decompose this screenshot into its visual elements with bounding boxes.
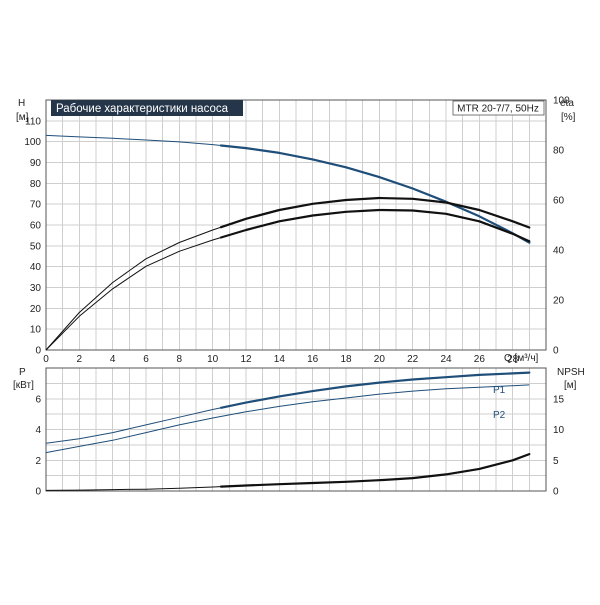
p2-series-label: P2 <box>493 410 506 421</box>
left-axis-tick-label: 0 <box>35 346 41 357</box>
lower-plot-grid <box>46 368 546 491</box>
right-axis-tick-label: 15 <box>553 394 565 405</box>
power-axis-unit: [кВт] <box>13 380 34 391</box>
efficiency-axis-label: eta <box>560 98 574 109</box>
x-tick-label: 24 <box>440 354 452 365</box>
left-axis-tick-label: 110 <box>25 116 41 127</box>
right-axis-tick-label: 0 <box>553 346 559 357</box>
x-tick-label: 16 <box>307 354 319 365</box>
x-tick-label: 26 <box>474 354 486 365</box>
upper-plot-frame <box>45 99 547 351</box>
right-axis-tick-label: 0 <box>553 487 559 498</box>
right-axis-tick-label: 60 <box>553 196 565 207</box>
x-tick-label: 6 <box>143 354 149 365</box>
head-operating-range <box>219 144 531 244</box>
chart-title-banner <box>51 100 243 116</box>
left-axis-tick-label: 90 <box>30 158 42 169</box>
upper-plot-series <box>45 134 531 351</box>
right-axis-tick-label: 5 <box>553 456 559 467</box>
left-axis-tick-label: 60 <box>30 221 42 232</box>
flow-axis-label: Q [м³/ч] <box>504 353 539 364</box>
left-axis-tick-label: 40 <box>30 262 42 273</box>
x-tick-label: 20 <box>374 354 386 365</box>
left-axis-tick-label: 4 <box>35 425 41 436</box>
left-axis-tick-label: 10 <box>30 325 42 336</box>
eta_2-operating-range <box>219 208 531 243</box>
lower-plot-frame <box>45 367 547 492</box>
p1-operating-range <box>219 371 531 409</box>
model-label: MTR 20-7/7, 50Hz <box>457 104 539 115</box>
left-axis-tick-label: 6 <box>35 394 41 405</box>
npsh-operating-range <box>219 453 531 488</box>
right-axis-tick-label: 100 <box>553 96 570 107</box>
left-axis-tick-label: 2 <box>35 456 41 467</box>
npsh-axis-label: NPSH <box>557 367 585 378</box>
head-axis-unit: [м] <box>16 112 29 123</box>
left-axis-tick-label: 50 <box>30 241 42 252</box>
right-axis-tick-label: 20 <box>553 296 565 307</box>
power-axis-label: P <box>19 367 26 378</box>
p2-curve <box>45 384 530 454</box>
right-axis-tick-label: 10 <box>553 425 565 436</box>
x-tick-label: 22 <box>407 354 419 365</box>
npsh-axis-unit: [м] <box>564 380 577 391</box>
p1-series-label: P1 <box>493 385 506 396</box>
right-axis-tick-label: 40 <box>553 246 565 257</box>
efficiency-axis-unit: [%] <box>561 112 576 123</box>
x-tick-label: 0 <box>43 354 49 365</box>
left-axis-tick-label: 0 <box>35 487 41 498</box>
right-axis-tick-label: 80 <box>553 146 565 157</box>
x-tick-label: 28 <box>507 354 519 365</box>
lower-plot-series <box>45 371 531 491</box>
upper-plot-tick-labels: 0 2 4 6 8 10 12 14 16 18 20 22 24 26 28010203040506070… <box>24 96 570 366</box>
left-axis-tick-label: 100 <box>24 137 41 148</box>
left-axis-tick-label: 20 <box>30 304 42 315</box>
x-tick-label: 2 <box>77 354 83 365</box>
left-axis-tick-label: 30 <box>30 283 42 294</box>
x-tick-label: 8 <box>177 354 183 365</box>
x-tick-label: 4 <box>110 354 116 365</box>
x-tick-label: 18 <box>340 354 352 365</box>
left-axis-tick-label: 70 <box>30 200 42 211</box>
left-axis-tick-label: 80 <box>30 179 42 190</box>
x-tick-label: 10 <box>207 354 219 365</box>
x-tick-label: 14 <box>274 354 286 365</box>
x-tick-label: 12 <box>240 354 252 365</box>
model-label-box <box>452 100 545 116</box>
chart-title: Рабочие характеристики насоса <box>56 103 229 115</box>
eta_1-operating-range <box>219 196 531 229</box>
head-axis-label: H <box>18 98 25 109</box>
lower-plot-tick-labels: 0 2 4 6 0 5 10 15 <box>35 394 564 497</box>
